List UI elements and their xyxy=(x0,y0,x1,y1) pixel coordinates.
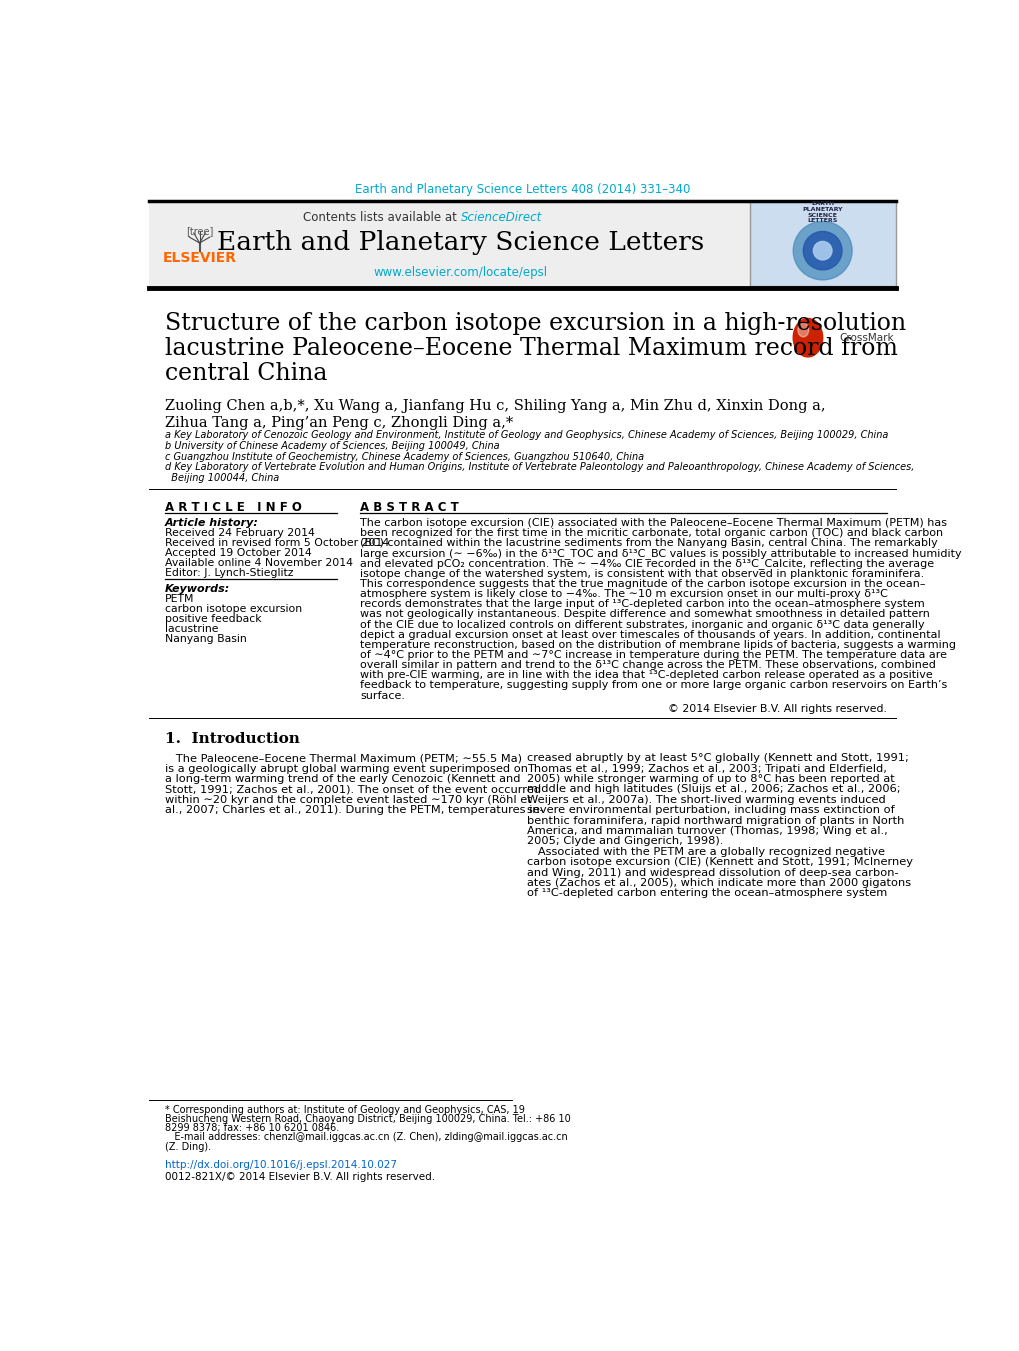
Text: (BC) contained within the lacustrine sediments from the Nanyang Basin, central C: (BC) contained within the lacustrine sed… xyxy=(360,538,936,549)
Text: lacustrine: lacustrine xyxy=(164,624,218,634)
Text: ScienceDirect: ScienceDirect xyxy=(461,211,541,224)
Text: feedback to temperature, suggesting supply from one or more large organic carbon: feedback to temperature, suggesting supp… xyxy=(360,681,947,690)
Text: depict a gradual excursion onset at least over timescales of thousands of years.: depict a gradual excursion onset at leas… xyxy=(360,630,940,639)
Text: 8299 8378; fax: +86 10 6201 0846.: 8299 8378; fax: +86 10 6201 0846. xyxy=(164,1123,338,1133)
Text: middle and high latitudes (Sluijs et al., 2006; Zachos et al., 2006;: middle and high latitudes (Sluijs et al.… xyxy=(527,785,900,794)
Text: Structure of the carbon isotope excursion in a high-resolution: Structure of the carbon isotope excursio… xyxy=(164,312,905,335)
Text: Beishucheng Western Road, Chaoyang District, Beijing 100029, China. Tel.: +86 10: Beishucheng Western Road, Chaoyang Distr… xyxy=(164,1113,570,1124)
Text: atmosphere system is likely close to −4‰. The ∼10 m excursion onset in our multi: atmosphere system is likely close to −4‰… xyxy=(360,589,887,598)
Text: carbon isotope excursion: carbon isotope excursion xyxy=(164,604,302,615)
Text: CrossMark: CrossMark xyxy=(839,332,894,343)
Text: Keywords:: Keywords: xyxy=(164,584,229,594)
Text: overall similar in pattern and trend to the δ¹³C change across the PETM. These o: overall similar in pattern and trend to … xyxy=(360,661,935,670)
Text: severe environmental perturbation, including mass extinction of: severe environmental perturbation, inclu… xyxy=(527,805,895,815)
Text: of ∼4°C prior to the PETM and ∼7°C increase in temperature during the PETM. The : of ∼4°C prior to the PETM and ∼7°C incre… xyxy=(360,650,946,661)
Text: (Z. Ding).: (Z. Ding). xyxy=(164,1142,211,1151)
Text: [tree]: [tree] xyxy=(185,227,213,236)
Text: America, and mammalian turnover (Thomas, 1998; Wing et al.,: America, and mammalian turnover (Thomas,… xyxy=(527,825,888,836)
Text: with pre-CIE warming, are in line with the idea that ¹³C-depleted carbon release: with pre-CIE warming, are in line with t… xyxy=(360,670,931,681)
Text: This correspondence suggests that the true magnitude of the carbon isotope excur: This correspondence suggests that the tr… xyxy=(360,578,924,589)
Text: Earth and Planetary Science Letters 408 (2014) 331–340: Earth and Planetary Science Letters 408 … xyxy=(355,182,690,196)
Bar xyxy=(149,201,250,286)
Text: records demonstrates that the large input of ¹³C-depleted carbon into the ocean–: records demonstrates that the large inpu… xyxy=(360,600,924,609)
Text: 2005; Clyde and Gingerich, 1998).: 2005; Clyde and Gingerich, 1998). xyxy=(527,836,723,846)
Bar xyxy=(749,201,896,286)
Text: positive feedback: positive feedback xyxy=(164,615,261,624)
Text: temperature reconstruction, based on the distribution of membrane lipids of bact: temperature reconstruction, based on the… xyxy=(360,640,955,650)
Text: Weijers et al., 2007a). The short-lived warming events induced: Weijers et al., 2007a). The short-lived … xyxy=(527,794,886,805)
Text: Contents lists available at: Contents lists available at xyxy=(303,211,461,224)
Text: The Paleocene–Eocene Thermal Maximum (PETM; ∼55.5 Ma): The Paleocene–Eocene Thermal Maximum (PE… xyxy=(164,753,521,763)
Text: Received 24 February 2014: Received 24 February 2014 xyxy=(164,528,314,538)
Text: Editor: J. Lynch-Stieglitz: Editor: J. Lynch-Stieglitz xyxy=(164,567,292,578)
Text: http://dx.doi.org/10.1016/j.epsl.2014.10.027: http://dx.doi.org/10.1016/j.epsl.2014.10… xyxy=(164,1161,396,1170)
Circle shape xyxy=(812,242,832,259)
Text: isotope change of the watershed system, is consistent with that observed in plan: isotope change of the watershed system, … xyxy=(360,569,923,578)
Text: al., 2007; Charles et al., 2011). During the PETM, temperatures in-: al., 2007; Charles et al., 2011). During… xyxy=(164,805,543,815)
Text: EARTH
PLANETARY
SCIENCE
LETTERS: EARTH PLANETARY SCIENCE LETTERS xyxy=(802,201,842,223)
Text: ates (Zachos et al., 2005), which indicate more than 2000 gigatons: ates (Zachos et al., 2005), which indica… xyxy=(527,878,911,888)
Text: A B S T R A C T: A B S T R A C T xyxy=(360,501,459,513)
Text: Accepted 19 October 2014: Accepted 19 October 2014 xyxy=(164,549,311,558)
Text: 0012-821X/© 2014 Elsevier B.V. All rights reserved.: 0012-821X/© 2014 Elsevier B.V. All right… xyxy=(164,1173,434,1182)
Text: PETM: PETM xyxy=(164,594,194,604)
Ellipse shape xyxy=(797,323,808,336)
Text: carbon isotope excursion (CIE) (Kennett and Stott, 1991; McInerney: carbon isotope excursion (CIE) (Kennett … xyxy=(527,857,912,867)
Text: © 2014 Elsevier B.V. All rights reserved.: © 2014 Elsevier B.V. All rights reserved… xyxy=(667,704,887,713)
Text: c Guangzhou Institute of Geochemistry, Chinese Academy of Sciences, Guangzhou 51: c Guangzhou Institute of Geochemistry, C… xyxy=(164,451,643,462)
Text: Beijing 100044, China: Beijing 100044, China xyxy=(164,473,278,484)
Text: lacustrine Paleocene–Eocene Thermal Maximum record from: lacustrine Paleocene–Eocene Thermal Maxi… xyxy=(164,336,897,359)
Text: * Corresponding authors at: Institute of Geology and Geophysics, CAS, 19: * Corresponding authors at: Institute of… xyxy=(164,1105,524,1115)
Text: central China: central China xyxy=(164,362,327,385)
Text: Zihua Tang a, Ping’an Peng c, Zhongli Ding a,*: Zihua Tang a, Ping’an Peng c, Zhongli Di… xyxy=(164,416,513,430)
Text: Zuoling Chen a,b,*, Xu Wang a, Jianfang Hu c, Shiling Yang a, Min Zhu d, Xinxin : Zuoling Chen a,b,*, Xu Wang a, Jianfang … xyxy=(164,400,824,413)
Text: 1.  Introduction: 1. Introduction xyxy=(164,732,300,746)
Text: E-mail addresses: chenzl@mail.iggcas.ac.cn (Z. Chen), zlding@mail.iggcas.ac.cn: E-mail addresses: chenzl@mail.iggcas.ac.… xyxy=(164,1132,567,1143)
Text: and Wing, 2011) and widespread dissolution of deep-sea carbon-: and Wing, 2011) and widespread dissoluti… xyxy=(527,867,898,878)
Text: www.elsevier.com/locate/epsl: www.elsevier.com/locate/epsl xyxy=(373,266,547,278)
Circle shape xyxy=(793,222,851,280)
Text: b University of Chinese Academy of Sciences, Beijing 100049, China: b University of Chinese Academy of Scien… xyxy=(164,440,499,451)
Text: 2005) while stronger warming of up to 8°C has been reported at: 2005) while stronger warming of up to 8°… xyxy=(527,774,895,784)
Text: of the CIE due to localized controls on different substrates, inorganic and orga: of the CIE due to localized controls on … xyxy=(360,620,923,630)
Text: a long-term warming trend of the early Cenozoic (Kennett and: a long-term warming trend of the early C… xyxy=(164,774,520,784)
Text: The carbon isotope excursion (CIE) associated with the Paleocene–Eocene Thermal : The carbon isotope excursion (CIE) assoc… xyxy=(360,517,946,528)
Text: surface.: surface. xyxy=(360,690,405,701)
Text: within ∼20 kyr and the complete event lasted ∼170 kyr (Röhl et: within ∼20 kyr and the complete event la… xyxy=(164,794,531,805)
Text: benthic foraminifera, rapid northward migration of plants in North: benthic foraminifera, rapid northward mi… xyxy=(527,816,904,825)
Text: Thomas et al., 1999; Zachos et al., 2003; Tripati and Elderfield,: Thomas et al., 1999; Zachos et al., 2003… xyxy=(527,763,887,774)
Text: creased abruptly by at least 5°C globally (Kennett and Stott, 1991;: creased abruptly by at least 5°C globall… xyxy=(527,753,908,763)
Text: of ¹³C-depleted carbon entering the ocean–atmosphere system: of ¹³C-depleted carbon entering the ocea… xyxy=(527,889,887,898)
Bar xyxy=(149,201,749,286)
Text: and elevated pCO₂ concentration. The ∼ −4‰ CIE recorded in the δ¹³C_Calcite, ref: and elevated pCO₂ concentration. The ∼ −… xyxy=(360,558,933,569)
Text: Earth and Planetary Science Letters: Earth and Planetary Science Letters xyxy=(217,231,704,255)
Text: Stott, 1991; Zachos et al., 2001). The onset of the event occurred: Stott, 1991; Zachos et al., 2001). The o… xyxy=(164,785,540,794)
Text: been recognized for the first time in the micritic carbonate, total organic carb: been recognized for the first time in th… xyxy=(360,528,943,538)
Text: A R T I C L E   I N F O: A R T I C L E I N F O xyxy=(164,501,302,513)
Circle shape xyxy=(803,231,842,270)
Text: ELSEVIER: ELSEVIER xyxy=(162,251,236,265)
Text: Associated with the PETM are a globally recognized negative: Associated with the PETM are a globally … xyxy=(527,847,884,857)
Text: Received in revised form 5 October 2014: Received in revised form 5 October 2014 xyxy=(164,538,388,549)
Text: was not geologically instantaneous. Despite difference and somewhat smoothness i: was not geologically instantaneous. Desp… xyxy=(360,609,929,619)
Text: Article history:: Article history: xyxy=(164,517,259,528)
Text: Nanyang Basin: Nanyang Basin xyxy=(164,634,247,644)
Ellipse shape xyxy=(793,319,822,357)
Text: d Key Laboratory of Vertebrate Evolution and Human Origins, Institute of Vertebr: d Key Laboratory of Vertebrate Evolution… xyxy=(164,462,913,473)
Text: Available online 4 November 2014: Available online 4 November 2014 xyxy=(164,558,353,567)
Text: is a geologically abrupt global warming event superimposed on: is a geologically abrupt global warming … xyxy=(164,763,527,774)
Text: a Key Laboratory of Cenozoic Geology and Environment, Institute of Geology and G: a Key Laboratory of Cenozoic Geology and… xyxy=(164,430,888,440)
Text: large excursion (∼ −6‰) in the δ¹³C_TOC and δ¹³C_BC values is possibly attributa: large excursion (∼ −6‰) in the δ¹³C_TOC … xyxy=(360,549,961,559)
